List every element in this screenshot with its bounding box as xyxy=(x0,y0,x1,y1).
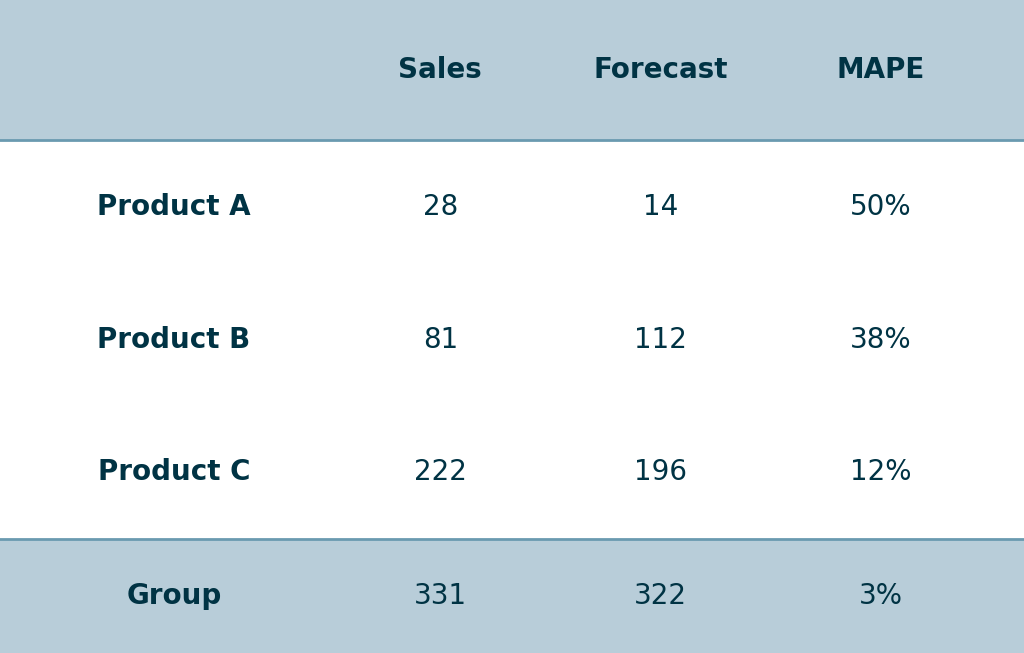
Text: Product B: Product B xyxy=(97,326,251,353)
Text: 28: 28 xyxy=(423,193,458,221)
Bar xyxy=(0,406,1024,539)
Text: MAPE: MAPE xyxy=(837,56,925,84)
Text: 222: 222 xyxy=(414,458,467,486)
Text: 331: 331 xyxy=(414,582,467,610)
Text: 196: 196 xyxy=(634,458,687,486)
Text: 14: 14 xyxy=(643,193,678,221)
Bar xyxy=(0,539,1024,653)
Text: Forecast: Forecast xyxy=(593,56,728,84)
Text: 12%: 12% xyxy=(850,458,911,486)
Text: Product C: Product C xyxy=(98,458,250,486)
Bar xyxy=(0,140,1024,273)
Text: Product A: Product A xyxy=(97,193,251,221)
Text: 81: 81 xyxy=(423,326,458,353)
Text: 112: 112 xyxy=(634,326,687,353)
Text: 50%: 50% xyxy=(850,193,911,221)
Text: Group: Group xyxy=(126,582,222,610)
Text: 322: 322 xyxy=(634,582,687,610)
Bar xyxy=(0,273,1024,406)
Text: 3%: 3% xyxy=(859,582,902,610)
Text: Sales: Sales xyxy=(398,56,482,84)
Text: 38%: 38% xyxy=(850,326,911,353)
Bar xyxy=(0,0,1024,140)
